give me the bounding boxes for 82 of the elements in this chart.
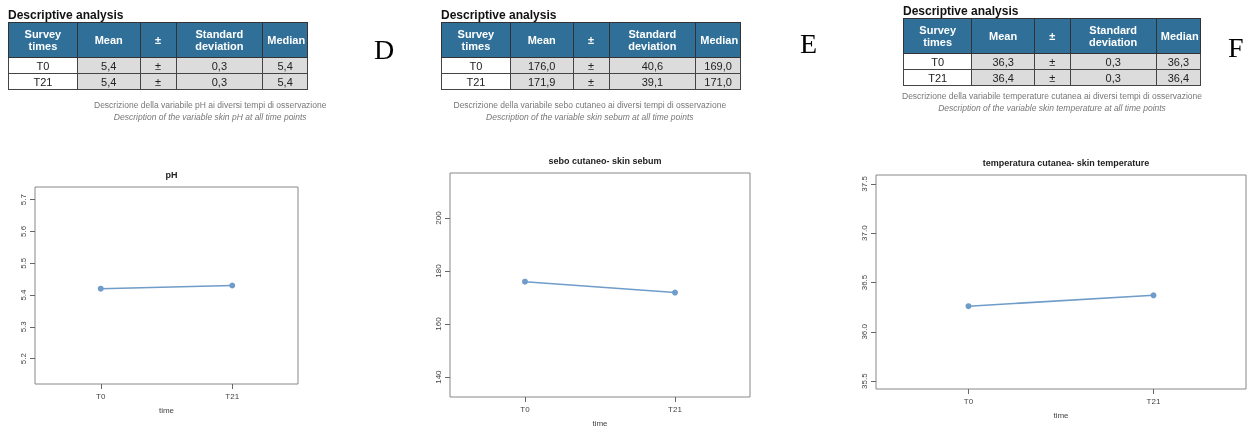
y-tick-label: 200: [433, 210, 443, 225]
text: 169,0: [704, 59, 732, 72]
y-tick-label: 5.3: [18, 320, 28, 333]
category-label: Standard deviation: [176, 22, 263, 58]
chart-title: temperatura cutanea- skin temperature: [982, 157, 1150, 168]
x-tick-label: T21: [1146, 396, 1161, 406]
text: Descriptive analysis: [441, 8, 558, 22]
y-tick-label: 160: [433, 316, 443, 331]
y-tick-label: 36.5: [859, 274, 869, 291]
text: 36,4: [992, 71, 1014, 84]
category-label: Survey times: [903, 18, 972, 54]
text: 39,1: [641, 75, 664, 88]
x-axis-title: time: [158, 405, 175, 415]
y-tick-label: 36.0: [859, 323, 869, 340]
chart-title: pH: [165, 169, 178, 180]
text: Descrizione della variabile pH ai diversi tempi di osservazione: [94, 99, 327, 111]
text: F: [1228, 32, 1244, 64]
chart-title: sebo cutaneo- skin sebum: [548, 155, 662, 166]
text: Descrizione della variabile sebo cutaneo ai diversi tempi di osservazione: [453, 99, 727, 111]
x-axis-title: time: [592, 418, 609, 428]
category-label: Median: [262, 22, 308, 58]
category-label: Standard deviation: [1070, 18, 1157, 54]
x-axis-title: time: [1053, 410, 1070, 420]
y-tick-label: 5.4: [18, 288, 28, 301]
y-tick-label: 5.5: [18, 257, 28, 269]
y-tick-label: 35.5: [859, 372, 869, 389]
y-tick-label: 180: [433, 263, 443, 278]
text: Description of the variable skin temperature at all time points: [937, 102, 1167, 114]
text: Descrizione della variabile temperature cutanea ai diversi tempi di osservazione: [902, 90, 1203, 102]
text: 36,3: [992, 55, 1014, 68]
text: ±: [1049, 55, 1056, 68]
text: 0,3: [211, 75, 228, 88]
x-tick-label: T0: [963, 396, 974, 406]
y-tick-label: 5.7: [18, 193, 28, 206]
text: T0: [36, 59, 50, 72]
text: 5,4: [277, 59, 293, 72]
text: Descriptive analysis: [903, 4, 1020, 18]
text: Descriptive analysis: [8, 8, 125, 22]
text: T0: [931, 55, 945, 68]
text: Description of the variable skin pH at all time points: [112, 111, 308, 123]
category-label: ±: [1034, 18, 1071, 54]
y-tick-label: 140: [433, 369, 443, 384]
text: Description of the variable skin sebum at all time points: [485, 111, 695, 123]
text: 171,0: [704, 75, 732, 88]
text: T21: [33, 75, 53, 88]
y-tick-label: 37.0: [859, 224, 869, 241]
category-label: Mean: [971, 18, 1035, 54]
text: ±: [588, 75, 595, 88]
text: T0: [469, 59, 483, 72]
y-tick-label: 5.2: [18, 352, 28, 365]
text: T21: [928, 71, 948, 84]
text: 5,4: [277, 75, 293, 88]
category-label: Mean: [510, 22, 574, 58]
category-label: Survey times: [441, 22, 511, 58]
text: E: [800, 28, 818, 60]
x-tick-label: T21: [225, 391, 240, 401]
text: 36,4: [1167, 71, 1190, 84]
x-tick-label: T0: [96, 391, 106, 401]
text: 176,0: [527, 59, 556, 72]
text: ±: [1049, 71, 1056, 84]
text: 5,4: [101, 75, 117, 88]
y-tick-label: 37.5: [859, 175, 869, 192]
category-label: ±: [573, 22, 610, 58]
text: ±: [155, 59, 162, 72]
text: D: [374, 34, 395, 66]
text: 0,3: [211, 59, 228, 72]
text: 0,3: [1105, 55, 1121, 68]
text: 36,3: [1167, 55, 1190, 68]
y-tick-label: 5.6: [18, 225, 28, 238]
category-label: Median: [695, 22, 741, 58]
text: 171,9: [527, 75, 556, 88]
text: 40,6: [641, 59, 664, 72]
text: ±: [588, 59, 595, 72]
category-label: Standard deviation: [609, 22, 696, 58]
text: T21: [466, 75, 486, 88]
category-label: Median: [1156, 18, 1201, 54]
text: 5,4: [101, 59, 117, 72]
text: 0,3: [1105, 71, 1121, 84]
category-label: Mean: [77, 22, 141, 58]
text: ±: [155, 75, 162, 88]
category-label: ±: [140, 22, 177, 58]
category-label: Survey times: [8, 22, 78, 58]
